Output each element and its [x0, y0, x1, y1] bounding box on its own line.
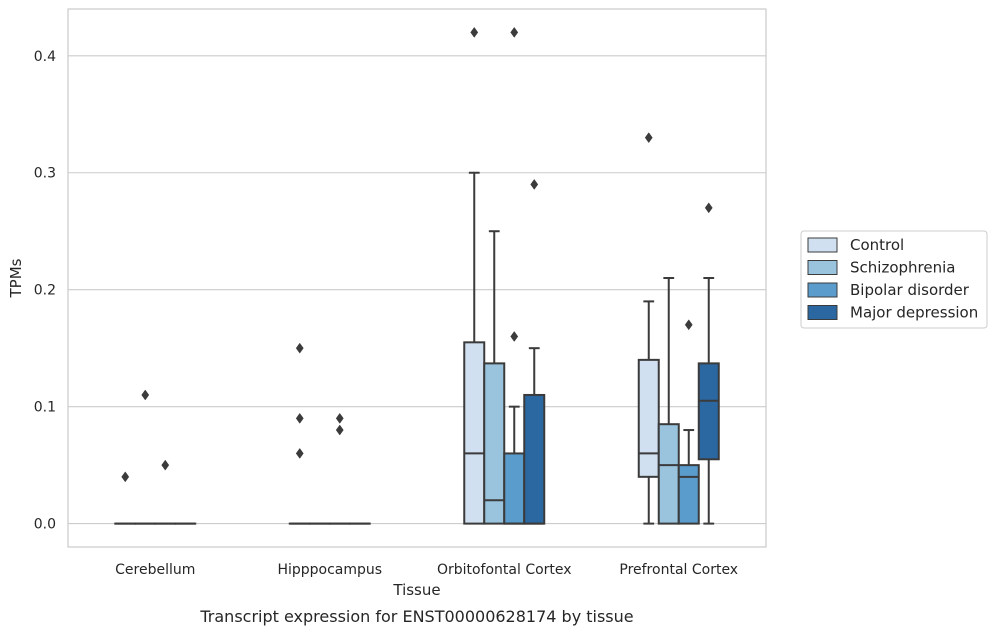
legend-label: Schizophrenia: [850, 259, 955, 277]
legend-swatch: [807, 260, 838, 275]
box: [483, 362, 506, 525]
box: [657, 423, 680, 525]
box: [697, 362, 720, 461]
y-axis-label: TPMs: [7, 258, 25, 298]
outlier-point: [644, 132, 653, 144]
outlier-point: [121, 471, 130, 483]
outlier-point: [295, 412, 304, 424]
box-0-0: [114, 471, 137, 525]
outlier-point: [530, 179, 539, 190]
box-3-0: [637, 132, 660, 525]
y-tick-labels: 0.0 0.1 0.2 0.3 0.4: [34, 49, 56, 533]
outlier-point: [510, 331, 519, 342]
x-tick-label: Hipppocampus: [277, 562, 382, 578]
legend-swatch: [807, 237, 838, 253]
outlier-point: [510, 26, 519, 38]
plot-frame: [67, 8, 767, 548]
legend-label: Major depression: [850, 304, 978, 322]
x-tick-label: Orbitofontal Cortex: [437, 562, 572, 578]
box: [503, 452, 526, 525]
box-3-1: [657, 277, 680, 525]
box-0-1: [134, 389, 157, 525]
box: [677, 464, 700, 525]
x-tick-label: Prefrontal Cortex: [619, 562, 738, 578]
outlier-point: [470, 26, 479, 38]
outlier-point: [141, 389, 150, 401]
box: [523, 393, 546, 525]
box: [463, 341, 486, 525]
outlier-point: [161, 459, 170, 471]
y-tick-label: 0.4: [34, 49, 56, 65]
outlier-point: [295, 448, 304, 459]
legend-frame: [800, 230, 988, 329]
box-2-2: [503, 26, 526, 525]
x-tick-labels: Cerebellum Hipppocampus Orbitofontal Corte…: [115, 562, 738, 578]
chart-caption: Transcript expression for ENST0000062817…: [199, 607, 633, 626]
box-3-2: [677, 319, 700, 525]
x-tick-label: Cerebellum: [115, 562, 195, 578]
x-axis-label: Tissue: [392, 581, 440, 599]
legend-label: Control: [850, 236, 904, 254]
y-tick-label: 0.1: [34, 400, 56, 416]
outlier-point: [335, 424, 344, 436]
box-2-0: [463, 26, 486, 525]
box-0-2: [154, 459, 177, 525]
outlier-point: [704, 202, 713, 214]
y-tick-label: 0.0: [34, 517, 56, 533]
box-1-0: [288, 342, 311, 525]
box: [637, 358, 660, 478]
outlier-point: [335, 412, 344, 424]
y-tick-label: 0.3: [34, 166, 56, 182]
box-2-3: [523, 179, 546, 525]
outlier-point: [295, 342, 304, 354]
outlier-point: [684, 319, 693, 331]
boxplot-marks: [114, 26, 720, 525]
box-3-3: [697, 202, 720, 525]
box-1-2: [328, 412, 351, 525]
legend-swatch: [807, 282, 838, 298]
box-2-1: [483, 230, 506, 525]
y-tick-label: 0.2: [34, 283, 56, 299]
legend-swatch: [807, 305, 838, 320]
legend-label: Bipolar disorder: [850, 281, 970, 299]
legend: Control Schizophrenia Bipolar disorder Majo…: [800, 230, 988, 329]
